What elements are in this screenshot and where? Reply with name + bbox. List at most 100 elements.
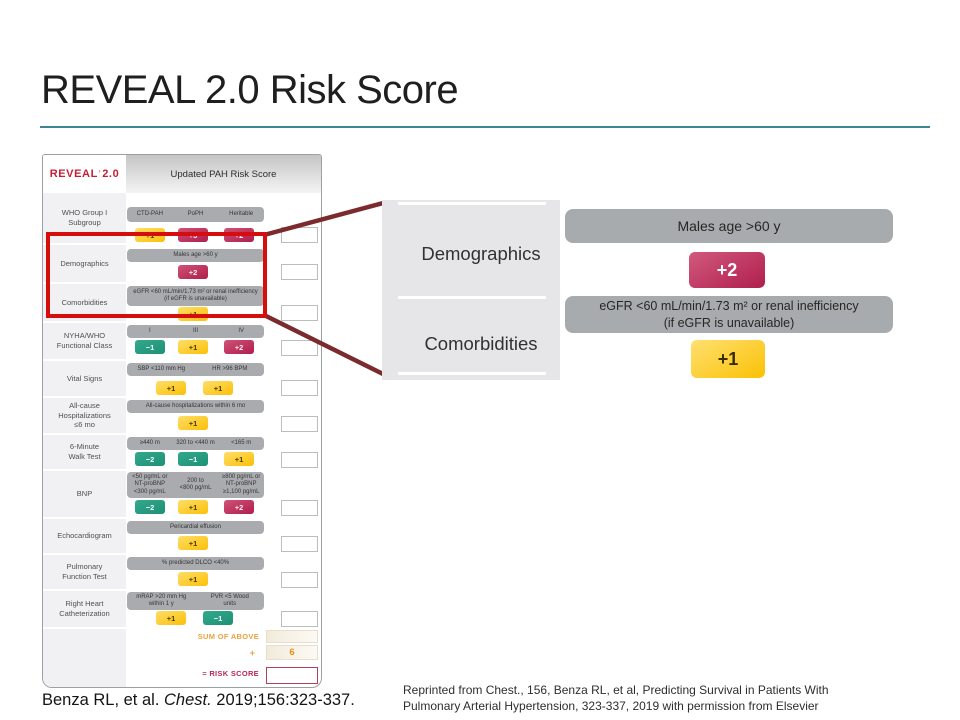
score-entry-box	[281, 416, 318, 432]
risk-table-row: Pulmonary Function Test % predicted DLCO …	[43, 555, 321, 591]
table-header: REVEAL’ 2.0 Updated PAH Risk Score	[43, 155, 321, 193]
criteria-bar: CTD-PAH PoPH Heritable	[127, 207, 264, 222]
risk-table-row: Demographics Males age >60 y +2	[43, 245, 321, 284]
criteria-text: 320 to <440 m	[176, 439, 215, 446]
criteria-text: eGFR <60 mL/min/1.73 m² or renal ineffic…	[133, 288, 258, 303]
risk-table-row: All-cause Hospitalizations ≤6 mo All-caus…	[43, 398, 321, 435]
criteria-text: III	[193, 327, 199, 334]
citation-right-line1: Reprinted from Chest., 156, Benza RL, et…	[403, 683, 829, 697]
criteria-text: All-cause hospitalizations within 6 mo	[145, 402, 246, 409]
score-entry-box	[281, 500, 318, 516]
citation-right: Reprinted from Chest., 156, Benza RL, et…	[403, 683, 883, 714]
row-label: 6-Minute Walk Test	[43, 435, 126, 471]
plus-sign: +	[249, 648, 255, 658]
score-entry-box	[281, 572, 318, 588]
risk-table-row: Echocardiogram Pericardial effusion +1	[43, 519, 321, 555]
callout-label-comorbidities: Comorbidities	[424, 333, 538, 354]
page-title: REVEAL 2.0 Risk Score	[41, 68, 459, 112]
citation-right-line2: Pulmonary Arterial Hypertension, 323-337…	[403, 698, 819, 713]
title-underline	[40, 126, 930, 128]
citation-left-post: 2019;156:323-337.	[211, 691, 355, 709]
row-label: NYHA/WHO Functional Class	[43, 323, 126, 361]
criteria-bar: mRAP >20 mm Hg within 1 y PVR <5 Wood uni…	[127, 592, 264, 610]
score-badge: −2	[135, 500, 165, 514]
score-badge: −2	[135, 452, 165, 466]
criteria-text: ≥440 m	[139, 439, 160, 446]
criteria-text: <165 m	[231, 439, 252, 446]
criteria-bar: <50 pg/mL or NT-proBNP <300 pg/mL 200 to …	[127, 472, 264, 498]
score-badge: +1	[203, 381, 233, 395]
sum-of-above-label: SUM OF ABOVE	[197, 632, 259, 641]
table-footer: SUM OF ABOVE + 6 = RISK SCORE	[43, 627, 321, 687]
score-badge: +1	[178, 416, 208, 430]
score-badge: −1	[203, 611, 233, 625]
table-header-title: Updated PAH Risk Score	[126, 155, 321, 193]
score-entry-box	[281, 536, 318, 552]
score-badge: +2	[224, 500, 254, 514]
score-badge: +1	[178, 536, 208, 550]
criteria-text: I	[149, 327, 151, 334]
callout-divider-middle	[398, 296, 546, 299]
table-body: WHO Group I Subgroup CTD-PAH PoPH Heritable…	[43, 193, 321, 629]
zoom-criteria-bar-comorbidities: eGFR <60 mL/min/1.73 m² or renal ineffic…	[565, 296, 893, 333]
score-badge: +1	[178, 572, 208, 586]
reveal-logo: REVEAL’ 2.0	[43, 155, 126, 193]
row-label: Echocardiogram	[43, 519, 126, 555]
criteria-bar: Pericardial effusion	[127, 521, 264, 534]
score-badge: −1	[135, 340, 165, 354]
reveal-score-table: REVEAL’ 2.0 Updated PAH Risk Score WHO Gr…	[42, 154, 322, 688]
zoom-bar2-line2: (if eGFR is unavailable)	[663, 315, 795, 330]
score-badge: +1	[156, 381, 186, 395]
row-label: Pulmonary Function Test	[43, 555, 126, 591]
row-label: Demographics	[43, 245, 126, 284]
row-label: Vital Signs	[43, 361, 126, 398]
risk-table-row: Vital Signs SBP <110 mm Hg HR >96 BPM +1 +1	[43, 361, 321, 398]
score-entry-box	[281, 227, 318, 243]
criteria-text: Pericardial effusion	[170, 523, 221, 530]
row-label: Right Heart Catheterization	[43, 591, 126, 629]
risk-table-row: BNP <50 pg/mL or NT-proBNP <300 pg/mL 200 …	[43, 471, 321, 519]
citation-left: Benza RL, et al. Chest. 2019;156:323-337…	[42, 691, 355, 710]
criteria-text: PVR <5 Wood units	[210, 593, 249, 608]
score-badge: +2	[178, 265, 208, 279]
score-entry-box	[281, 452, 318, 468]
criteria-bar: eGFR <60 mL/min/1.73 m² or renal ineffic…	[127, 286, 264, 306]
criteria-text: Males age >60 y	[173, 251, 218, 258]
zoom-bar2-line1: eGFR <60 mL/min/1.73 m² or renal ineffic…	[599, 299, 859, 314]
citation-left-pre: Benza RL, et al.	[42, 691, 164, 709]
table-label-column	[43, 193, 126, 687]
score-entry-box	[281, 340, 318, 356]
callout-divider-top	[398, 202, 546, 205]
criteria-bar: ≥440 m 320 to <440 m <165 m	[127, 437, 264, 450]
criteria-bar: % predicted DLCO <40%	[127, 557, 264, 570]
row-label: All-cause Hospitalizations ≤6 mo	[43, 398, 126, 435]
row-label: BNP	[43, 471, 126, 519]
callout-divider-bottom	[398, 372, 546, 375]
criteria-text: CTD-PAH	[136, 210, 163, 217]
risk-score-label: = RISK SCORE	[202, 669, 259, 678]
score-badge: −1	[178, 452, 208, 466]
criteria-text: ≥800 pg/mL or NT-proBNP ≥1,100 pg/mL	[221, 473, 261, 495]
criteria-text: PoPH	[187, 210, 204, 217]
criteria-text: % predicted DLCO <40%	[161, 559, 230, 566]
callout-panel: Demographics Comorbidities	[382, 200, 560, 380]
risk-table-row: Right Heart Catheterization mRAP >20 mm H…	[43, 591, 321, 629]
zoom-criteria-bar-demographics: Males age >60 y	[565, 209, 893, 243]
criteria-text: mRAP >20 mm Hg within 1 y	[136, 593, 187, 608]
row-label: Comorbidities	[43, 284, 126, 323]
score-badge: +1	[156, 611, 186, 625]
criteria-text: HR >96 BPM	[212, 365, 248, 372]
score-badge: +1	[178, 340, 208, 354]
risk-table-row: 6-Minute Walk Test ≥440 m 320 to <440 m <16…	[43, 435, 321, 471]
callout-label-demographics: Demographics	[421, 243, 541, 264]
criteria-text: Heritable	[229, 210, 254, 217]
criteria-text: 200 to <800 pg/mL	[179, 477, 212, 492]
risk-table-row: NYHA/WHO Functional Class I III IV −1 +1 +2	[43, 323, 321, 361]
score-badge: +1	[178, 500, 208, 514]
citation-left-journal: Chest.	[164, 691, 212, 709]
zoom-bar1-text: Males age >60 y	[677, 218, 781, 234]
score-entry-box	[281, 611, 318, 627]
constant-box: 6	[266, 645, 318, 660]
score-badge: +2	[224, 340, 254, 354]
